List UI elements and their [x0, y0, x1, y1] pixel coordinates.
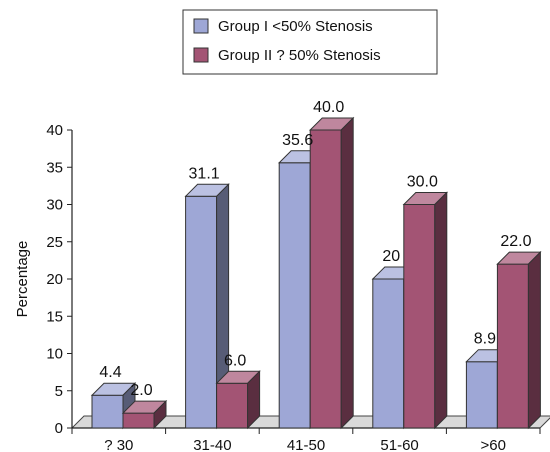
y-tick-label: 30 [46, 197, 63, 214]
y-tick-label: 35 [46, 159, 63, 176]
bar-series-1-31-40 [184, 183, 230, 430]
legend-label-1: Group I <50% Stenosis [218, 18, 373, 35]
data-label: 22.0 [500, 233, 531, 250]
y-tick-label: 10 [46, 346, 63, 363]
bar-series-2-? 30 [121, 399, 168, 430]
data-label: 40.0 [313, 99, 344, 116]
data-label: 35.6 [282, 132, 313, 149]
legend-box [182, 9, 438, 75]
legend-swatch-2 [193, 47, 209, 63]
data-label: 31.1 [189, 165, 220, 182]
bar-series-2-51-60 [402, 191, 449, 430]
y-tick-label: 25 [46, 234, 63, 251]
y-tick-label: 15 [46, 308, 63, 325]
bar-series-2-31-40 [215, 370, 261, 430]
y-tick-label: 20 [46, 271, 63, 288]
x-tick-label: >60 [480, 437, 505, 452]
axes: 0 5 10 15 20 25 30 35 40 Percentage ? 30 31-40 41-50… [14, 122, 541, 452]
data-label: 30.0 [407, 174, 438, 191]
legend-swatch-1 [193, 18, 209, 34]
data-labels: 4.4 2.0 31.1 6.0 35.640.0 20 30.0 8.9 22.0 [99, 99, 531, 399]
x-tick-label: 31-40 [193, 437, 231, 452]
x-tick-label: ? 30 [104, 437, 133, 452]
bars [90, 116, 542, 430]
data-label: 6.0 [224, 352, 246, 369]
y-tick-label: 5 [55, 383, 63, 400]
legend: Group I <50% Stenosis Group II ? 50% Sten… [182, 9, 438, 75]
data-label: 8.9 [474, 331, 496, 348]
x-tick-label: 51-60 [380, 437, 418, 452]
data-label: 2.0 [130, 382, 152, 399]
y-tick-label: 0 [55, 420, 63, 437]
y-tick-label: 40 [46, 122, 63, 139]
x-tick-label: 41-50 [287, 437, 325, 452]
data-label: 4.4 [99, 364, 121, 381]
bar-series-2->60 [496, 250, 542, 430]
bar-series-2-41-50 [308, 116, 355, 430]
legend-label-2: Group II ? 50% Stenosis [218, 47, 381, 64]
data-label: 20 [382, 248, 400, 265]
y-axis-label: Percentage [14, 241, 31, 318]
